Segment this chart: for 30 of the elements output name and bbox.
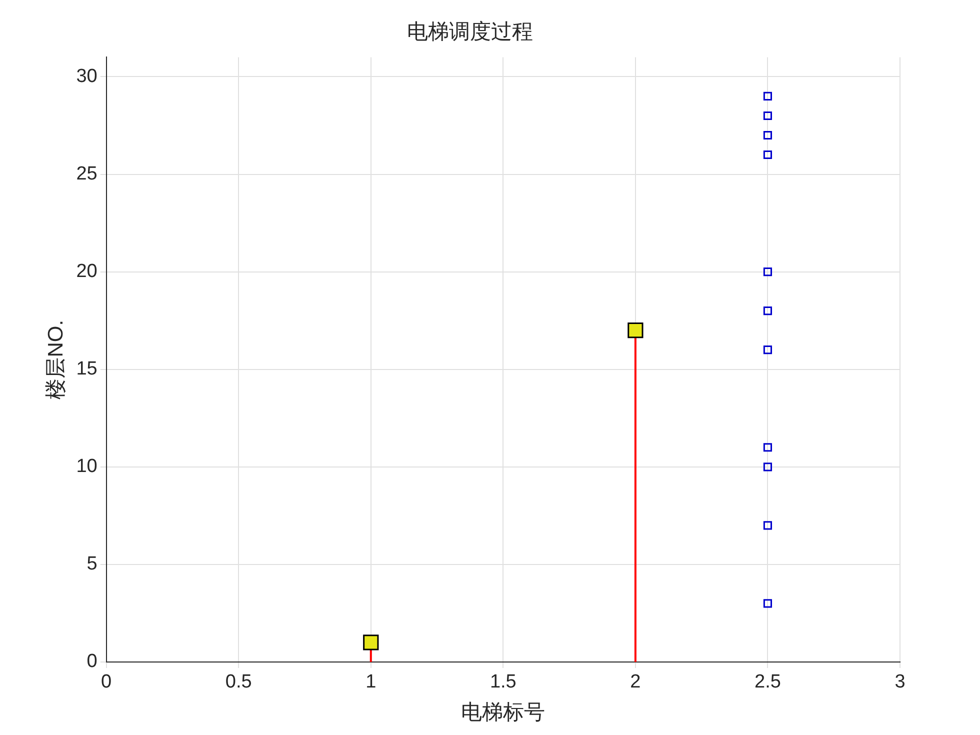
- point: [763, 130, 772, 140]
- x-tick-label: 0.5: [225, 672, 252, 693]
- point: [763, 268, 772, 276]
- x-tick-label: 2.5: [754, 672, 781, 693]
- point: [763, 443, 772, 452]
- point: [763, 150, 772, 160]
- point: [763, 462, 772, 472]
- y-tick-label: 25: [76, 163, 98, 184]
- x-axis-title: 电梯标号: [461, 701, 546, 724]
- x-tick-label: 1: [366, 672, 376, 693]
- point: [763, 346, 772, 354]
- x-tick-label: 0: [101, 672, 112, 693]
- point: [363, 634, 379, 650]
- y-tick-label: 10: [76, 456, 98, 478]
- point: [763, 92, 772, 101]
- point: [763, 306, 772, 316]
- x-tick-label: 2: [630, 672, 641, 693]
- point: [763, 111, 772, 120]
- point: [763, 599, 772, 608]
- chart-title: 电梯调度过程: [407, 20, 533, 44]
- y-tick-label: 30: [76, 66, 98, 87]
- y-tick-label: 5: [86, 554, 98, 575]
- x-tick-label: 1.5: [490, 672, 516, 693]
- y-tick-label: 0: [86, 651, 98, 672]
- y-tick-label: 20: [76, 261, 98, 282]
- x-tick-label: 3: [894, 672, 906, 693]
- point: [763, 521, 772, 530]
- y-axis-title: 楼层NO.: [44, 320, 68, 400]
- y-tick-label: 15: [76, 358, 98, 380]
- point: [628, 322, 644, 338]
